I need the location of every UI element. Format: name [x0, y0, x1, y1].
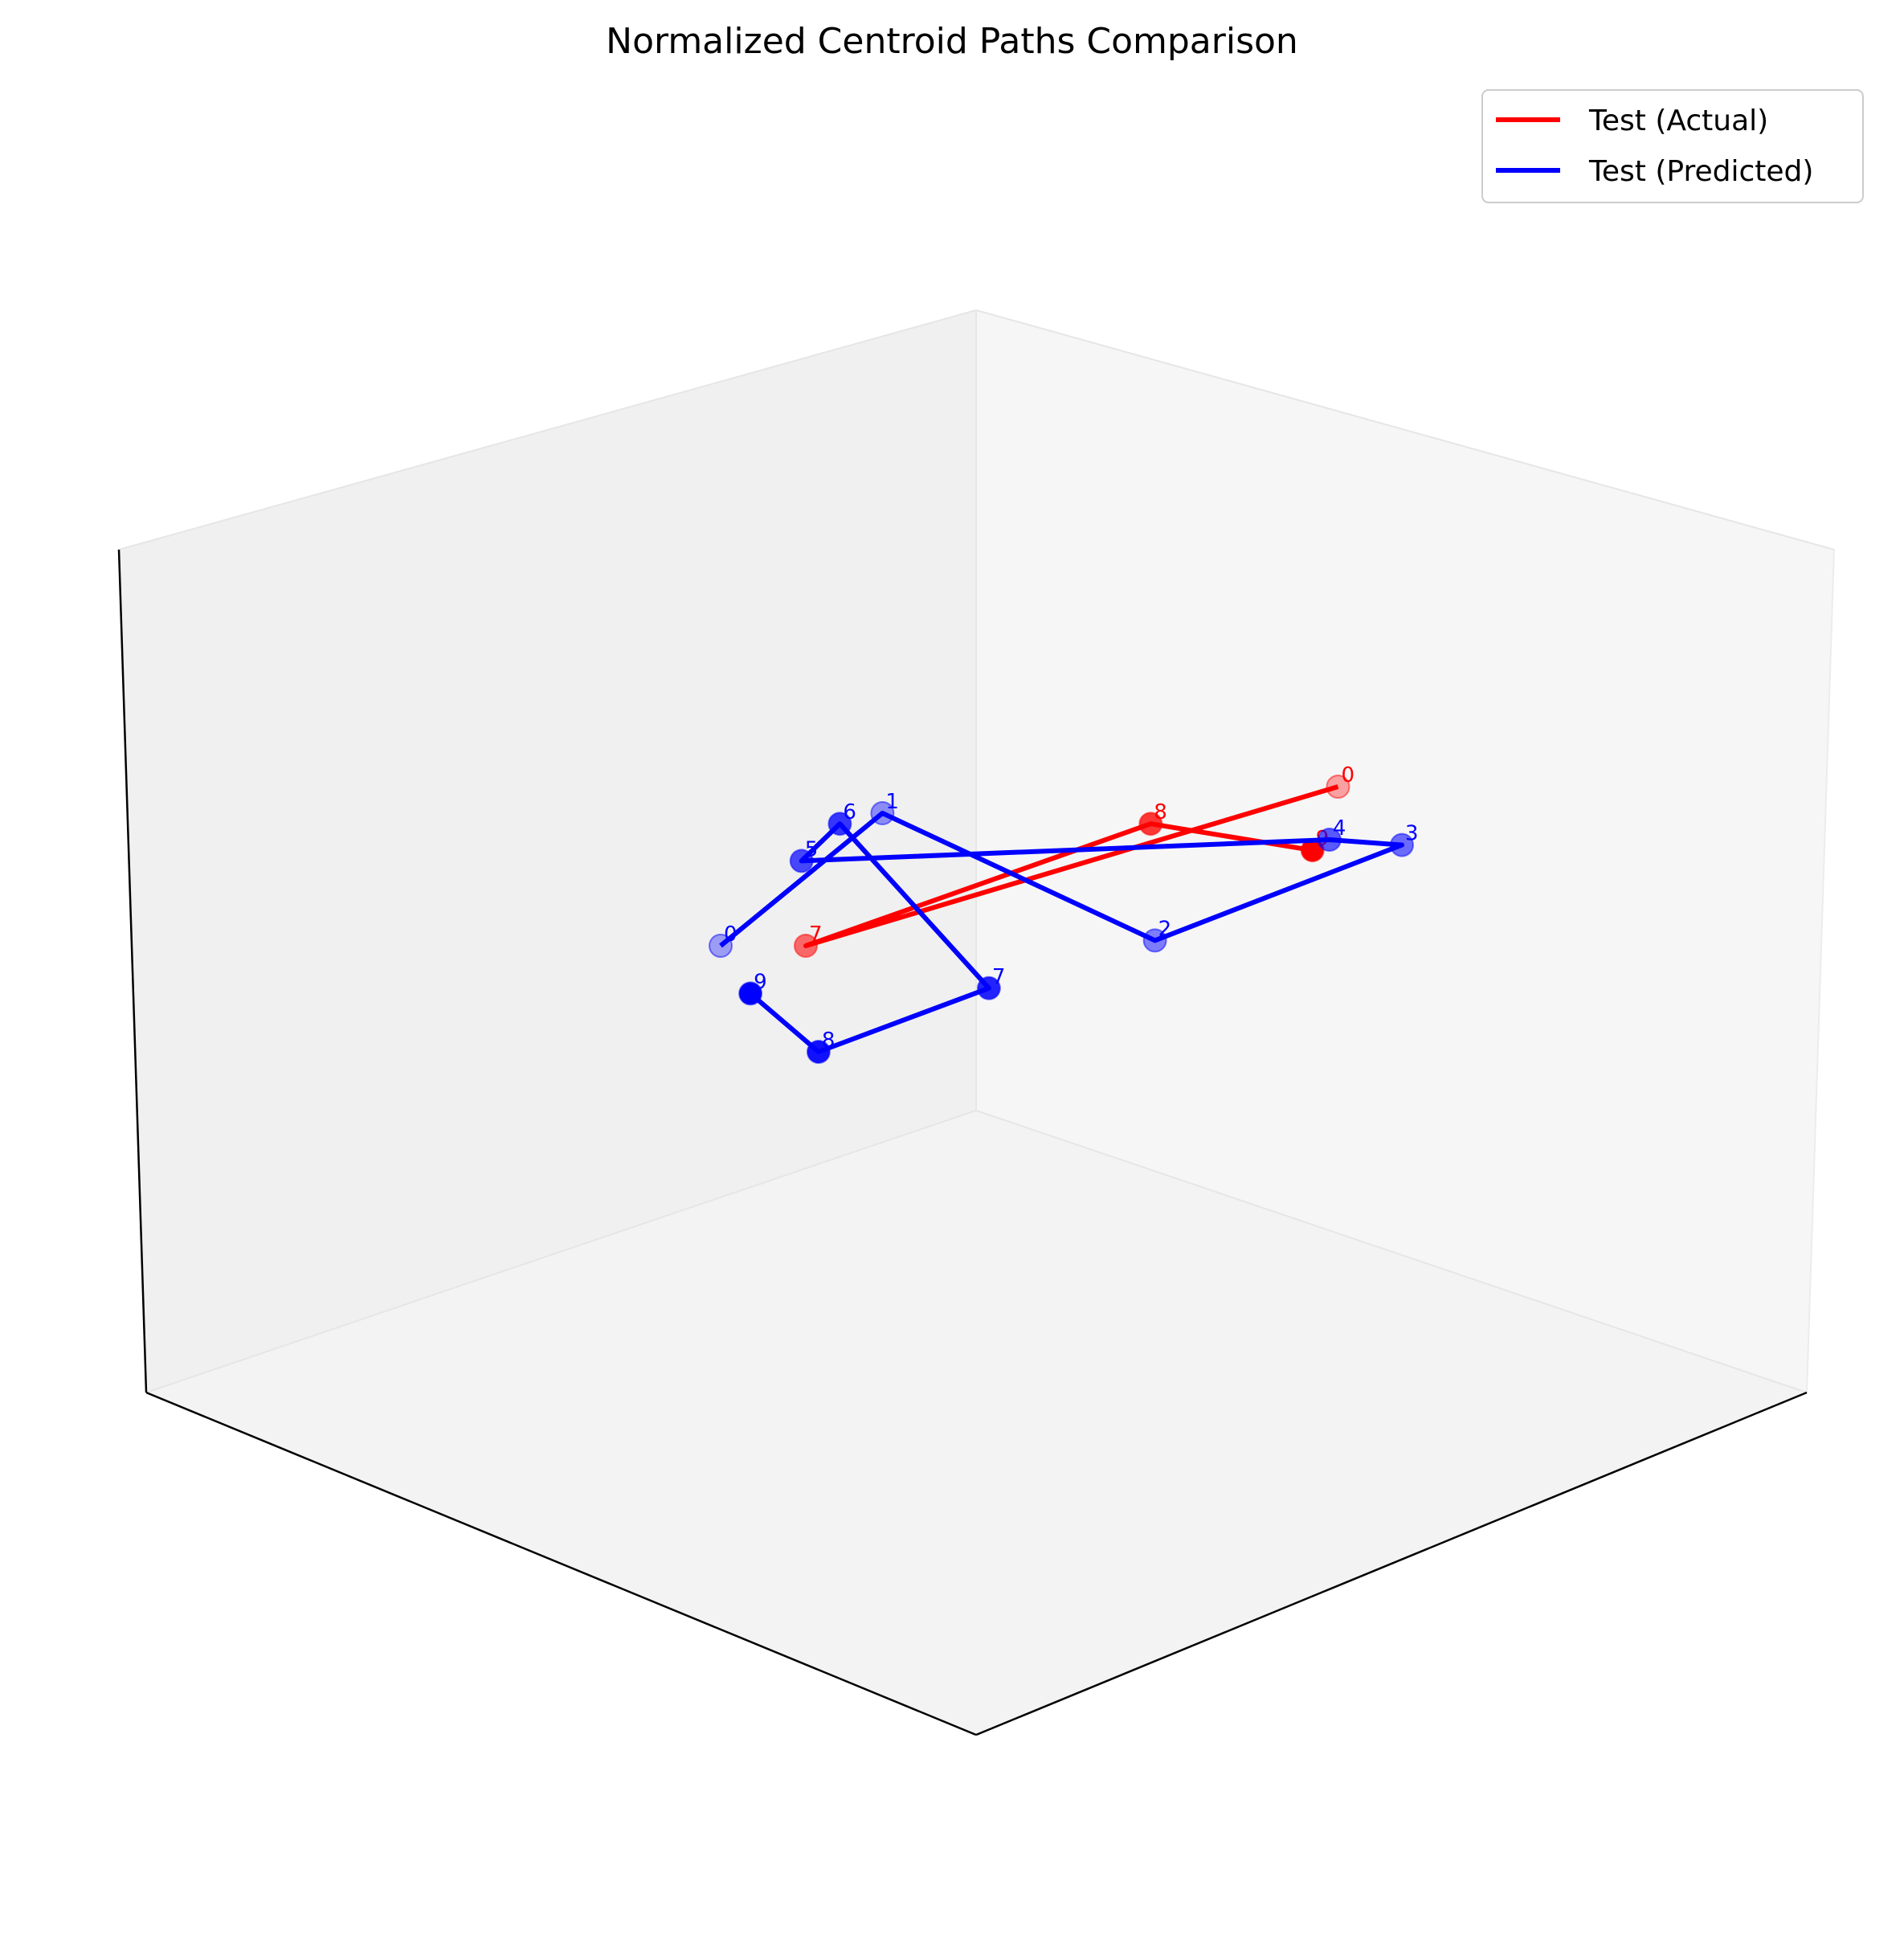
top-left-edge [118, 309, 977, 550]
point-label-predicted-4: 4 [1333, 816, 1346, 840]
point-label-actual-8: 8 [1154, 800, 1167, 824]
point-label-predicted-1: 1 [885, 790, 899, 814]
point-label-predicted-0: 0 [724, 922, 737, 947]
data-point-predicted-6 [827, 812, 852, 836]
legend: Test (Actual) Test (Predicted) [1481, 89, 1864, 203]
point-label-predicted-9: 9 [754, 970, 767, 994]
data-point-predicted-3 [1390, 832, 1414, 857]
z-axis-line [117, 549, 148, 1393]
point-label-predicted-2: 2 [1158, 917, 1172, 941]
floor-pane [146, 1110, 1807, 1735]
right-vertical-edge [1806, 549, 1835, 1393]
point-label-predicted-3: 3 [1405, 822, 1419, 846]
back-right-floor-edge [975, 1110, 1808, 1393]
data-point-predicted-5 [789, 849, 814, 873]
axes-box [117, 309, 1835, 1736]
series-line-predicted [719, 811, 1404, 1054]
x-axis-line [145, 1391, 977, 1736]
data-point-actual-8 [1138, 812, 1163, 836]
point-label-predicted-5: 5 [805, 837, 819, 861]
legend-label-predicted: Test (Predicted) [1588, 155, 1813, 188]
data-point-predicted-7 [976, 975, 1001, 1000]
series-layer: 07890123456789 [709, 763, 1419, 1064]
data-point-actual-0 [1326, 775, 1350, 799]
data-point-predicted-9 [738, 981, 763, 1006]
point-label-predicted-7: 7 [992, 965, 1006, 989]
point-label-predicted-8: 8 [822, 1029, 836, 1053]
data-point-predicted-0 [709, 934, 733, 958]
series-line-actual [803, 784, 1339, 948]
data-point-actual-7 [794, 934, 818, 958]
chart-title: Normalized Centroid Paths Comparison [606, 21, 1298, 62]
data-point-predicted-8 [806, 1040, 831, 1064]
y-axis-line [975, 1391, 1808, 1736]
legend-box [1481, 89, 1864, 203]
left-back-pane [119, 310, 976, 1393]
point-label-predicted-6: 6 [843, 800, 856, 824]
data-point-predicted-1 [870, 801, 895, 825]
data-point-predicted-4 [1317, 828, 1342, 852]
point-label-actual-7: 7 [809, 922, 823, 947]
back-left-floor-edge [145, 1110, 977, 1393]
legend-label-actual: Test (Actual) [1588, 104, 1768, 137]
point-label-actual-0: 0 [1342, 763, 1355, 787]
top-right-edge [975, 309, 1835, 550]
data-point-predicted-2 [1142, 928, 1167, 953]
